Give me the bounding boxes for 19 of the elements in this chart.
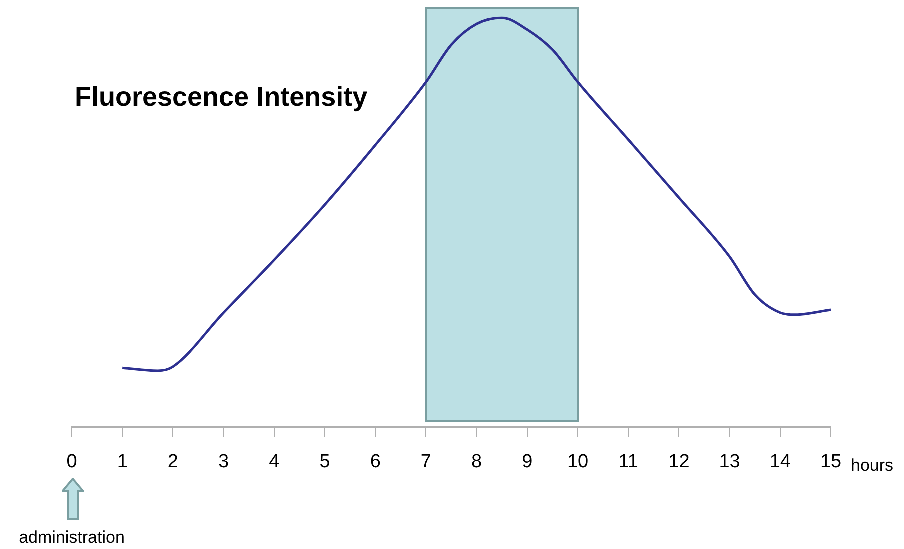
text: administration xyxy=(19,528,125,547)
x-tick-label: 1 xyxy=(117,452,128,473)
x-tick-label: 13 xyxy=(719,452,740,473)
x-tick-label: 4 xyxy=(269,452,280,473)
x-tick-label: 2 xyxy=(168,452,178,473)
x-tick-label: 14 xyxy=(770,452,792,473)
x-tick-label: 12 xyxy=(668,452,690,473)
x-tick-label: 8 xyxy=(472,452,482,473)
x-tick-label: 11 xyxy=(618,452,638,473)
x-tick-label: 15 xyxy=(820,452,842,473)
x-tick-label: 6 xyxy=(370,452,381,473)
x-tick-label: 0 xyxy=(66,452,78,473)
x-tick-label: 7 xyxy=(420,452,432,473)
x-tick-label: 5 xyxy=(320,452,330,473)
x-tick-label: 3 xyxy=(218,452,230,473)
x-axis-title: hours xyxy=(851,456,894,475)
text: Fluorescence Intensity xyxy=(75,82,368,112)
x-tick-label: 10 xyxy=(567,452,589,473)
x-tick-label: 9 xyxy=(522,452,533,473)
